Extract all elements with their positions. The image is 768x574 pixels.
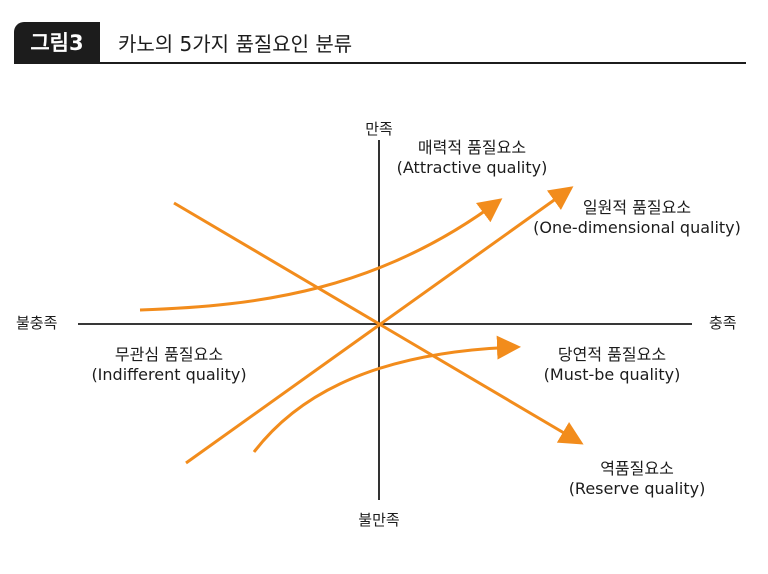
axis-label-top: 만족	[365, 120, 393, 138]
axis-label-left: 불충족	[16, 314, 58, 332]
figure-title: 카노의 5가지 품질요인 분류	[118, 32, 353, 56]
attractive-label: 매력적 품질요소 (Attractive quality)	[397, 138, 548, 178]
header-rule	[14, 62, 746, 64]
must-be-curve	[252, 335, 521, 453]
attractive-curve	[139, 198, 503, 312]
indifferent-ko: 무관심 품질요소	[114, 345, 224, 364]
must-be-ko: 당연적 품질요소	[557, 345, 667, 364]
must-be-label: 당연적 품질요소 (Must-be quality)	[544, 345, 681, 385]
indifferent-label: 무관심 품질요소 (Indifferent quality)	[91, 345, 246, 385]
must-be-en: (Must-be quality)	[543, 365, 681, 384]
one-dimensional-line	[185, 186, 574, 465]
figure-header: 그림3 카노의 5가지 품질요인 분류	[14, 22, 746, 64]
attractive-ko: 매력적 품질요소	[417, 138, 527, 157]
reverse-en: (Reserve quality)	[568, 479, 706, 498]
axis-label-right: 충족	[709, 314, 737, 332]
reverse-ko: 역품질요소	[600, 459, 674, 478]
one-dimensional-en: (One-dimensional quality)	[533, 218, 741, 237]
indifferent-en: (Indifferent quality)	[91, 365, 247, 384]
reverse-line	[173, 201, 584, 445]
reverse-label: 역품질요소 (Reserve quality)	[569, 459, 706, 499]
axis-label-bottom: 불만족	[358, 511, 400, 529]
one-dimensional-ko: 일원적 품질요소	[582, 198, 692, 217]
figure-badge: 그림3	[14, 22, 100, 62]
attractive-en: (Attractive quality)	[396, 158, 548, 177]
one-dimensional-label: 일원적 품질요소 (One-dimensional quality)	[533, 198, 741, 238]
